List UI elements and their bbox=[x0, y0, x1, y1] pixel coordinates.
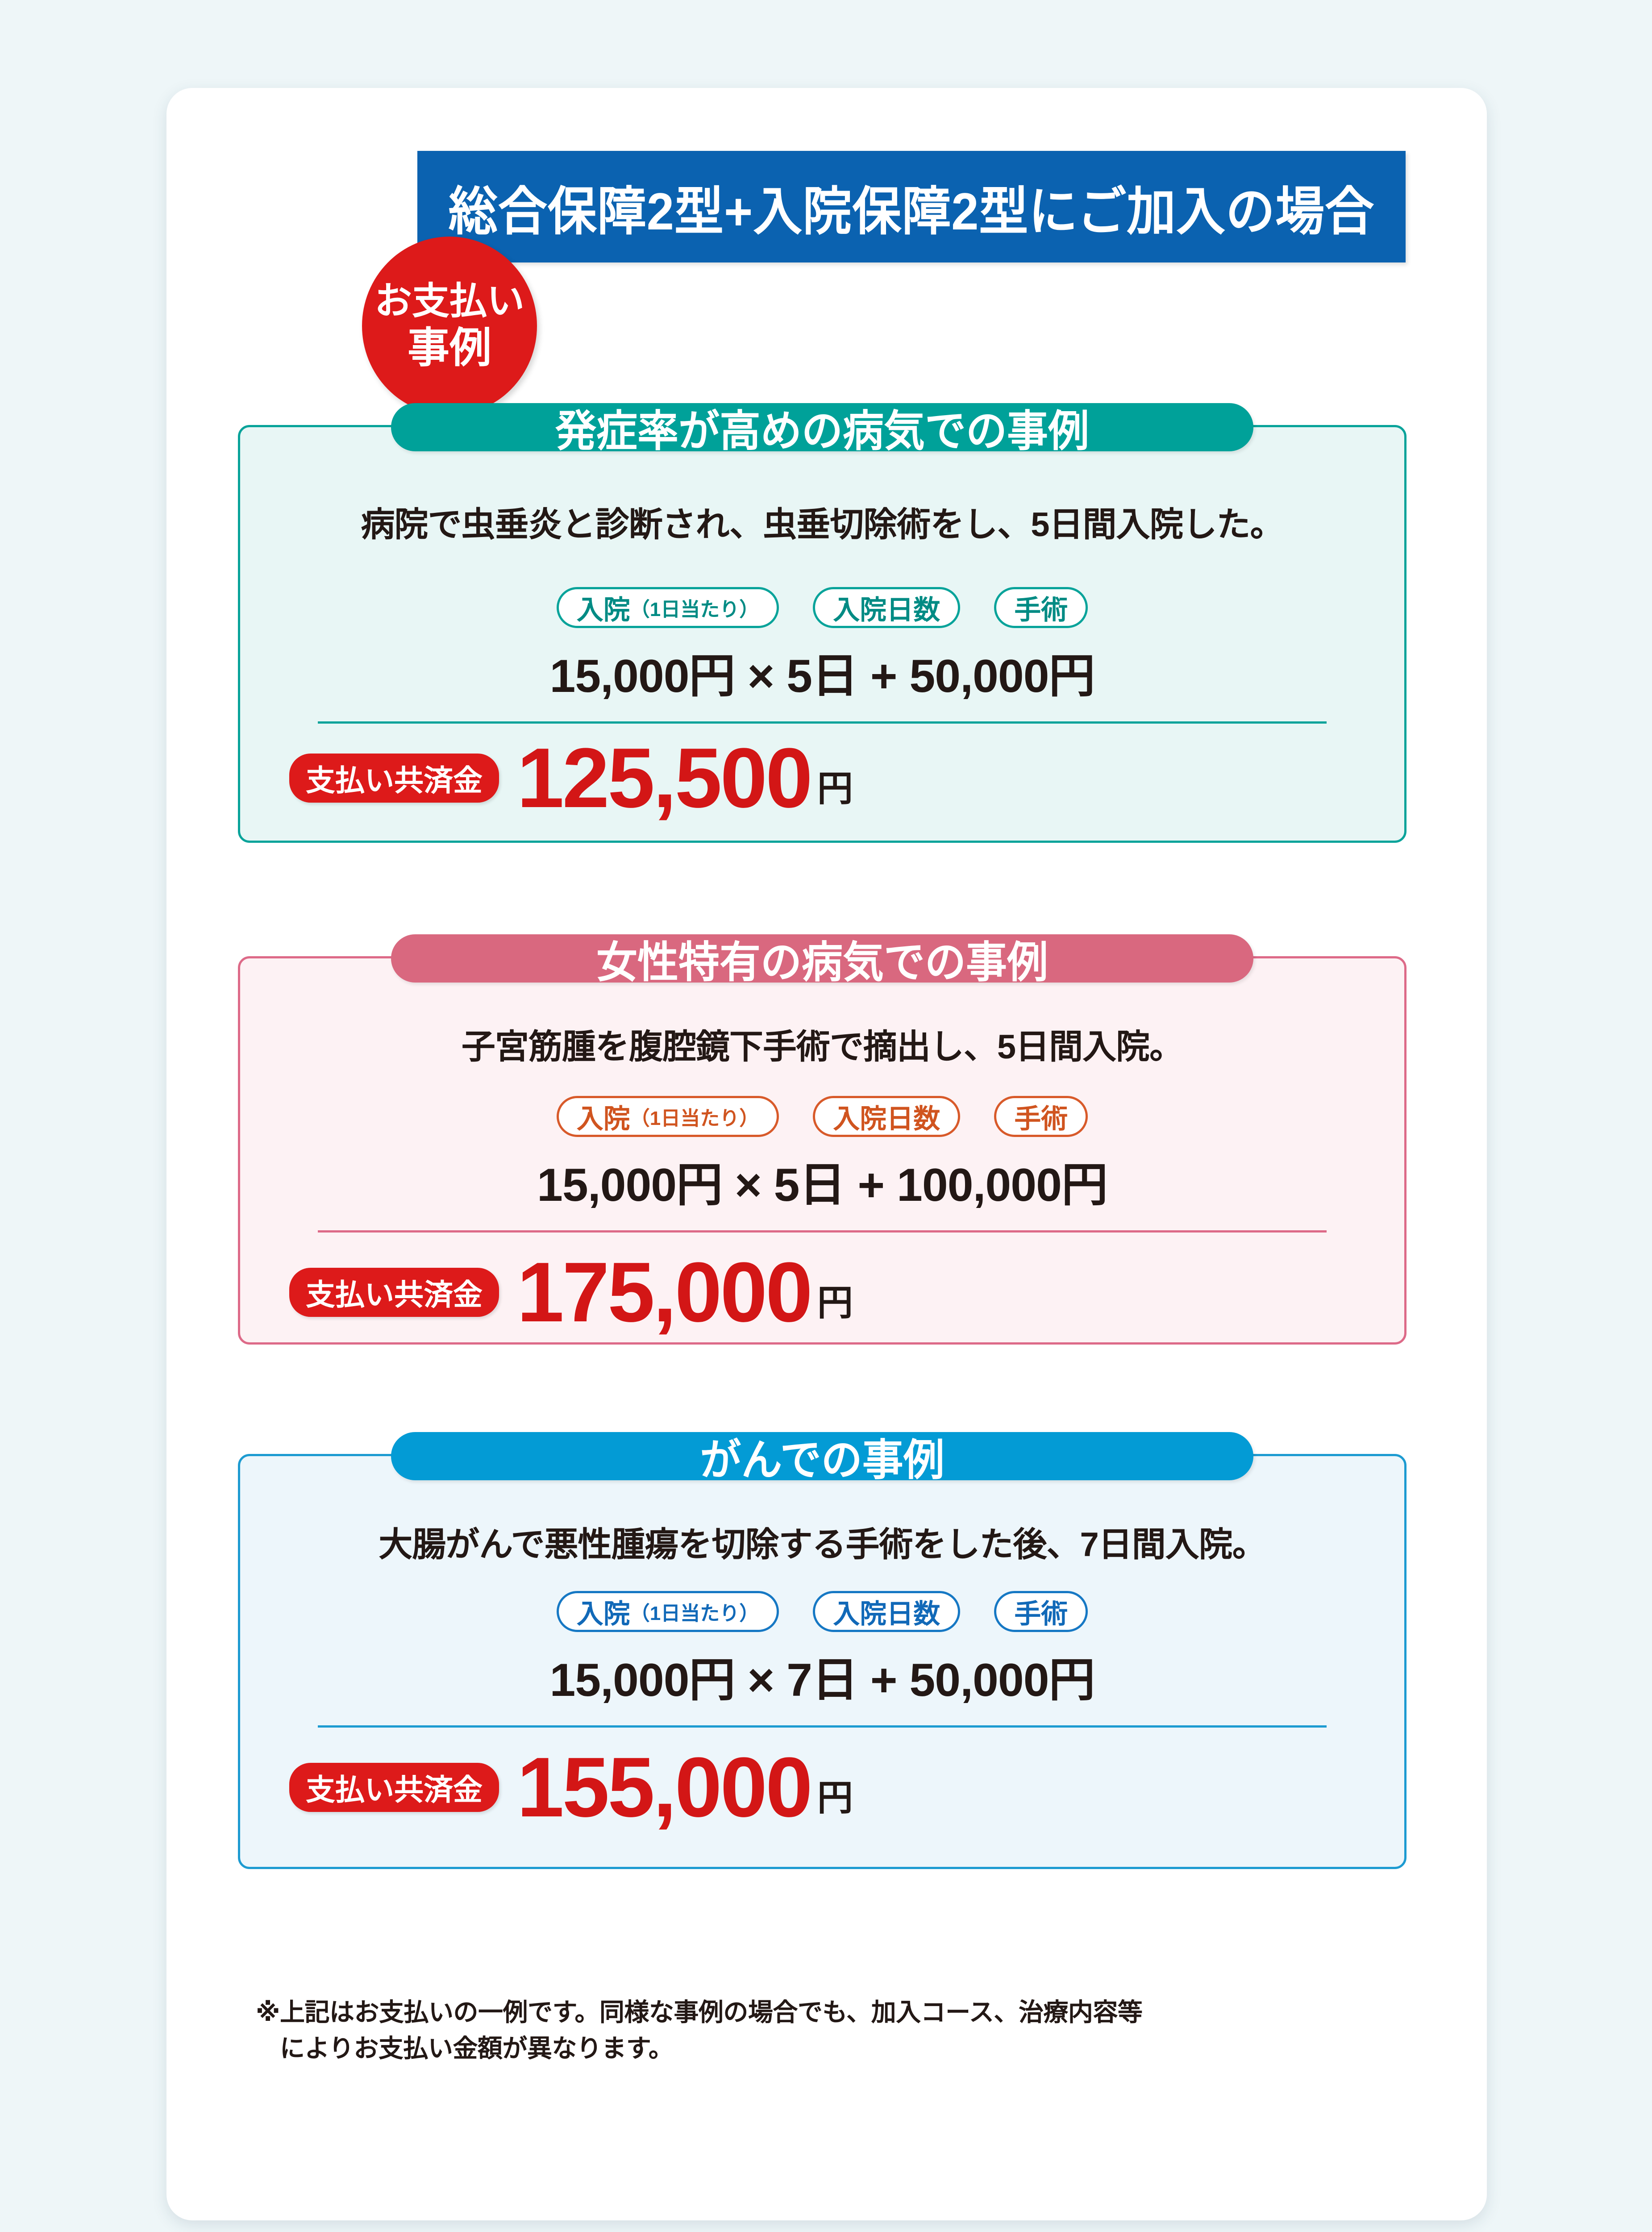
pill-hospital-label: 入院 bbox=[576, 1599, 630, 1629]
case-card-cancer: がんでの事例 大腸がんで悪性腫瘍を切除する手術をした後、7日間入院。 入院 （1… bbox=[238, 1432, 1406, 1869]
payout-row: 支払い共済金 155,000 円 bbox=[240, 1740, 1404, 1835]
case-card-common-illness: 発症率が高めの病気での事例 病院で虫垂炎と診断され、虫垂切除術をし、5日間入院し… bbox=[238, 403, 1406, 843]
case-formula: 15,000円 × 5日 + 50,000円 bbox=[549, 650, 1095, 702]
footnote: ※上記はお支払いの一例です。同様な事例の場合でも、加入コース、治療内容等 により… bbox=[256, 1994, 1407, 2066]
payout-row: 支払い共済金 125,500 円 bbox=[240, 731, 1404, 825]
case-tab-label: 発症率が高めの病気での事例 bbox=[555, 407, 1089, 455]
pill-hospital-days-label: 入院日数 bbox=[833, 595, 940, 625]
pill-hospital-days: 入院日数 bbox=[813, 1096, 961, 1137]
pill-hospital-per-day: 入院 （1日当たり） bbox=[556, 587, 779, 628]
pill-surgery: 手術 bbox=[994, 1591, 1088, 1632]
pill-hospital-days-label: 入院日数 bbox=[833, 1599, 940, 1629]
pill-surgery-label: 手術 bbox=[1014, 1104, 1068, 1134]
payout-amount: 155,000 bbox=[517, 1740, 813, 1835]
payout-badge: 支払い共済金 bbox=[289, 1763, 499, 1812]
pill-hospital-sublabel: （1日当たり） bbox=[630, 1108, 759, 1129]
payout-amount: 175,000 bbox=[517, 1245, 813, 1340]
case-tab-label: がんでの事例 bbox=[700, 1436, 945, 1484]
pill-hospital-days-label: 入院日数 bbox=[833, 1104, 940, 1134]
payout-yen-unit: 円 bbox=[817, 1283, 853, 1323]
case-tab-womens-illness: 女性特有の病気での事例 bbox=[391, 934, 1253, 986]
case-description: 子宮筋腫を腹腔鏡下手術で摘出し、5日間入院。 bbox=[461, 1028, 1183, 1066]
pill-hospital-days: 入院日数 bbox=[813, 1591, 961, 1632]
payout-badge: 支払い共済金 bbox=[289, 754, 499, 803]
pill-surgery-label: 手術 bbox=[1014, 595, 1068, 625]
payout-badge: 支払い共済金 bbox=[289, 1268, 499, 1317]
pill-hospital-sublabel: （1日当たり） bbox=[630, 599, 759, 620]
case-description: 大腸がんで悪性腫瘍を切除する手術をした後、7日間入院。 bbox=[379, 1526, 1266, 1564]
pill-hospital-sublabel: （1日当たり） bbox=[630, 1603, 759, 1624]
benefit-pill-row: 入院 （1日当たり） 入院日数 手術 bbox=[240, 587, 1404, 628]
case-tab-common-illness: 発症率が高めの病気での事例 bbox=[391, 403, 1253, 455]
footnote-line-2: によりお支払い金額が異なります。 bbox=[280, 2034, 674, 2063]
badge-line-1: お支払い bbox=[374, 279, 524, 322]
payment-example-badge: お支払い 事例 bbox=[362, 237, 537, 415]
pill-surgery-label: 手術 bbox=[1014, 1599, 1068, 1629]
payout-row: 支払い共済金 175,000 円 bbox=[240, 1245, 1404, 1340]
case-tab-cancer: がんでの事例 bbox=[391, 1432, 1253, 1484]
header: 総合保障2型+入院保障2型にご加入の場合 お支払い 事例 （18歳~60歳の保障… bbox=[166, 88, 1487, 464]
case-tab-label: 女性特有の病気での事例 bbox=[596, 938, 1048, 987]
main-card: 総合保障2型+入院保障2型にご加入の場合 お支払い 事例 （18歳~60歳の保障… bbox=[166, 88, 1487, 2220]
case-description: 病院で虫垂炎と診断され、虫垂切除術をし、5日間入院した。 bbox=[361, 506, 1284, 544]
case-card-womens-illness: 女性特有の病気での事例 子宮筋腫を腹腔鏡下手術で摘出し、5日間入院。 入院 （1… bbox=[238, 934, 1406, 1345]
benefit-pill-row: 入院 （1日当たり） 入院日数 手術 bbox=[240, 1096, 1404, 1137]
formula-divider bbox=[318, 1725, 1327, 1728]
formula-divider bbox=[318, 1230, 1327, 1233]
pill-hospital-label: 入院 bbox=[576, 595, 630, 625]
formula-divider bbox=[318, 721, 1327, 724]
case-formula: 15,000円 × 7日 + 50,000円 bbox=[549, 1654, 1095, 1706]
case-formula: 15,000円 × 5日 + 100,000円 bbox=[537, 1159, 1108, 1211]
pill-hospital-per-day: 入院 （1日当たり） bbox=[556, 1096, 779, 1137]
payout-yen-unit: 円 bbox=[817, 1778, 853, 1818]
pill-hospital-per-day: 入院 （1日当たり） bbox=[556, 1591, 779, 1632]
header-banner-title: 総合保障2型+入院保障2型にご加入の場合 bbox=[448, 182, 1375, 241]
benefit-pill-row: 入院 （1日当たり） 入院日数 手術 bbox=[240, 1591, 1404, 1632]
badge-line-2: 事例 bbox=[407, 324, 491, 371]
pill-hospital-days: 入院日数 bbox=[813, 587, 961, 628]
footnote-line-1: ※上記はお支払いの一例です。同様な事例の場合でも、加入コース、治療内容等 bbox=[256, 1998, 1143, 2026]
header-banner: 総合保障2型+入院保障2型にご加入の場合 bbox=[417, 151, 1406, 262]
payout-yen-unit: 円 bbox=[817, 768, 853, 808]
pill-surgery: 手術 bbox=[994, 587, 1088, 628]
pill-hospital-label: 入院 bbox=[576, 1104, 630, 1134]
payout-amount: 125,500 bbox=[517, 731, 813, 825]
pill-surgery: 手術 bbox=[994, 1096, 1088, 1137]
